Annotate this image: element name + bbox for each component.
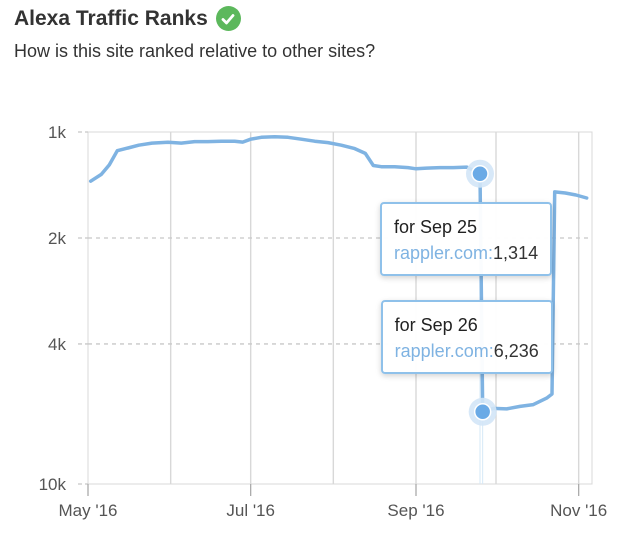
tooltip-site: rappler.com:	[394, 242, 494, 263]
chart-subtitle: How is this site ranked relative to othe…	[14, 41, 376, 61]
axis-layer: 1k 2k 4k 10k May '16 Jul '16 Sep '16 Nov '16	[39, 123, 608, 520]
title-row: Alexa Traffic Ranks	[14, 6, 375, 31]
chart-title: Alexa Traffic Ranks	[14, 6, 208, 30]
series-layer	[88, 135, 589, 414]
tooltip-sep-26: for Sep 26 rappler.com:6,236	[380, 299, 553, 374]
tooltip-date: for Sep 25	[394, 216, 478, 237]
tooltip-value: 6,236	[493, 340, 539, 361]
y-tick-label: 10k	[39, 475, 67, 494]
hover-point	[471, 164, 489, 183]
y-tick-label: 2k	[48, 229, 66, 248]
tooltip-site: rappler.com:	[394, 340, 494, 361]
tooltip-value: 1,314	[493, 242, 539, 263]
rank-series-line	[88, 135, 589, 414]
x-tick-label: May '16	[59, 501, 118, 520]
x-tick-label: Jul '16	[226, 501, 275, 520]
check-circle-icon	[215, 6, 241, 31]
plot-frame	[87, 131, 593, 485]
tooltip-sep-25: for Sep 25 rappler.com:1,314	[380, 201, 553, 276]
chart-header: Alexa Traffic Ranks How is this site ran…	[14, 6, 375, 62]
tooltip-date: for Sep 26	[394, 314, 478, 335]
hover-point	[473, 403, 492, 421]
x-tick-label: Nov '16	[550, 501, 607, 520]
y-tick-label: 4k	[48, 335, 66, 354]
points-layer	[466, 159, 497, 426]
y-tick-label: 1k	[48, 123, 66, 142]
x-tick-label: Sep '16	[387, 501, 444, 520]
